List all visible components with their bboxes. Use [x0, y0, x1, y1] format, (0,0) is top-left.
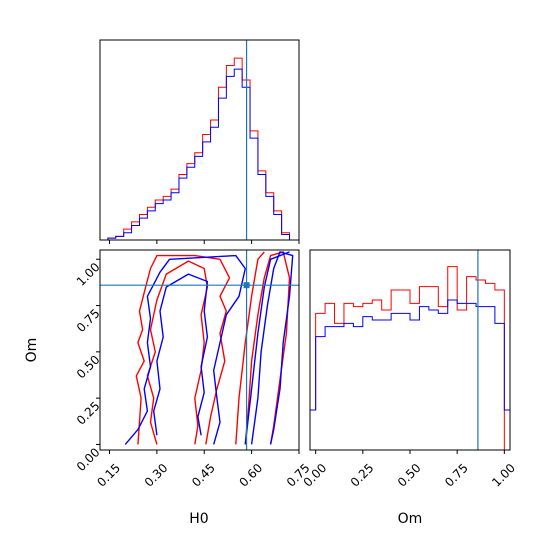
h0-histogram-series-0	[100, 57, 298, 241]
h0-om-contour-panel: 0.15 0.30 0.45 0.60 0.75 0.000.250.500.751.0…	[24, 249, 313, 527]
contour-frame	[99, 249, 300, 451]
om-histogram-series-1	[310, 299, 510, 411]
contour-series-1-level-0	[124, 254, 246, 445]
contour-series-0-level-3	[235, 251, 265, 445]
y-axis-label-om: Om	[24, 338, 40, 363]
contour-series-0-level-0	[135, 254, 231, 445]
h0-histogram-frame	[99, 39, 300, 241]
truth-marker	[243, 282, 250, 289]
h0-histogram-series-1	[100, 68, 298, 241]
contour-series-1-level-1	[153, 273, 209, 436]
h0-histogram-panel	[99, 39, 300, 244]
contour-series-0-level-2	[244, 251, 291, 445]
contour-series-1-level-3	[244, 251, 290, 445]
x-axis-label-h0: H0	[189, 511, 208, 527]
x-axis-label-om: Om	[398, 511, 423, 527]
contour-series-0-level-1	[146, 260, 209, 445]
